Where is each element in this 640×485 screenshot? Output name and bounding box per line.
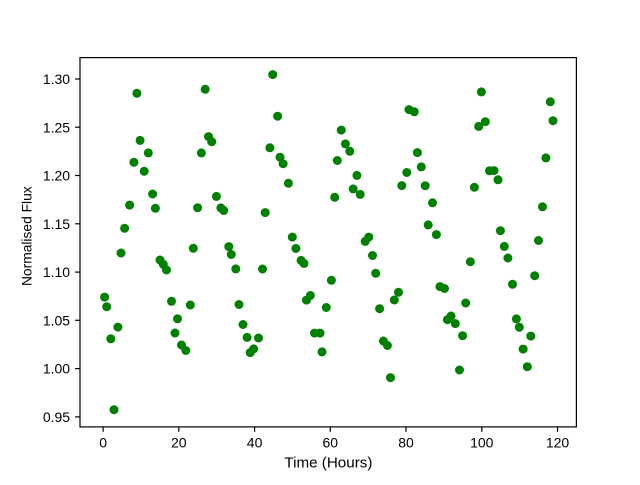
svg-text:Time (Hours): Time (Hours)	[284, 455, 372, 472]
svg-text:60: 60	[323, 434, 339, 450]
svg-text:80: 80	[398, 434, 414, 450]
svg-text:1.10: 1.10	[43, 264, 70, 280]
svg-text:120: 120	[546, 434, 570, 450]
svg-text:20: 20	[171, 434, 187, 450]
svg-text:1.20: 1.20	[43, 168, 70, 184]
svg-text:1.25: 1.25	[43, 119, 70, 135]
svg-text:1.00: 1.00	[43, 361, 70, 377]
svg-text:1.05: 1.05	[43, 312, 70, 328]
svg-text:0: 0	[99, 434, 107, 450]
svg-text:1.30: 1.30	[43, 71, 70, 87]
svg-text:40: 40	[247, 434, 263, 450]
svg-text:1.15: 1.15	[43, 216, 70, 232]
svg-text:100: 100	[470, 434, 494, 450]
svg-text:Normalised Flux: Normalised Flux	[20, 186, 35, 286]
svg-text:0.95: 0.95	[43, 409, 70, 425]
